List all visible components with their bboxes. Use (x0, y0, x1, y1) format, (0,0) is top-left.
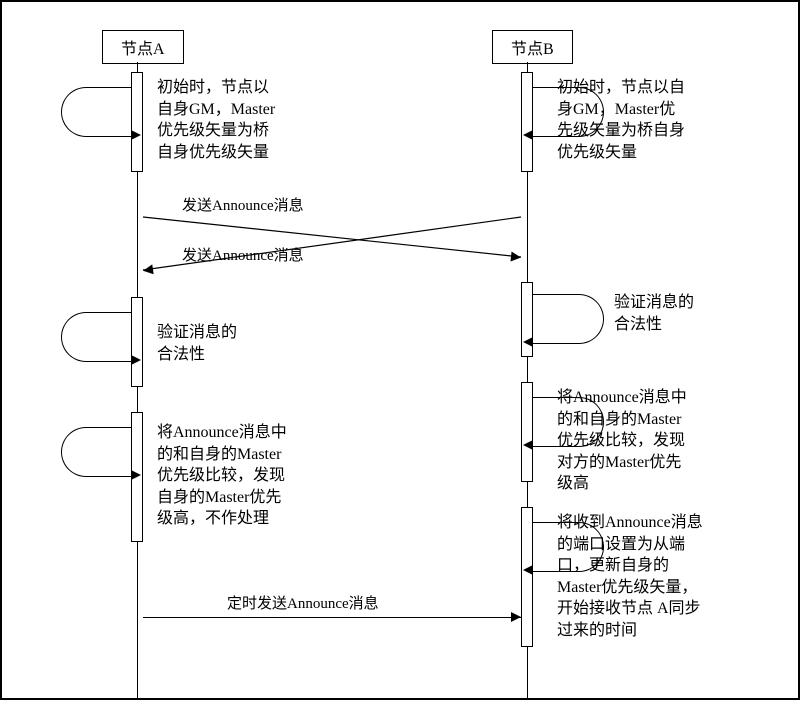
msg3-arrow (511, 612, 521, 622)
activation-b-compare (521, 382, 533, 482)
activation-a-verify (131, 297, 143, 387)
sequence-diagram: 节点A 节点B 初始时，节点以 自身GM，Master 优先级矢量为桥 自身优先… (0, 0, 800, 700)
msg3-line (143, 617, 521, 618)
msg3-label: 定时发送Announce消息 (227, 592, 379, 613)
header-node-b: 节点B (492, 30, 573, 64)
arrow-a-compare-return (131, 470, 141, 480)
note-b-verify: 验证消息的 合法性 (614, 292, 694, 335)
arrow-b-compare-return (523, 440, 533, 450)
msg1-label: 发送Announce消息 (182, 194, 304, 215)
selfloop-b-verify (533, 294, 604, 344)
arrow-b-init-return (523, 130, 533, 140)
arrow-b-verify-return (523, 337, 533, 347)
selfloop-a-init (61, 87, 132, 137)
note-a-init: 初始时，节点以 自身GM，Master 优先级矢量为桥 自身优先级矢量 (157, 77, 275, 163)
activation-b-init (521, 72, 533, 172)
note-a-compare: 将Announce消息中 的和自身的Master 优先级比较，发现 自身的Mas… (157, 422, 287, 530)
arrow-a-verify-return (131, 355, 141, 365)
msg1-arrow (511, 252, 522, 263)
activation-b-update (521, 507, 533, 647)
arrow-a-init-return (131, 130, 141, 140)
arrow-b-update-return (523, 565, 533, 575)
note-a-verify: 验证消息的 合法性 (157, 322, 237, 365)
note-b-compare: 将Announce消息中 的和自身的Master 优先级比较，发现 对方的Mas… (557, 387, 687, 495)
activation-a-init (131, 72, 143, 172)
selfloop-a-compare (61, 427, 132, 477)
note-b-update: 将收到Announce消息 的端口设置为从端 口，更新自身的 Master优先级… (557, 512, 703, 642)
selfloop-a-verify (61, 312, 132, 362)
msg2-label: 发送Announce消息 (182, 244, 304, 265)
msg2-arrow (142, 264, 153, 275)
note-b-init: 初始时，节点以自 身GM，Master优 先级矢量为桥自身 优先级矢量 (557, 77, 685, 163)
header-node-a: 节点A (102, 30, 184, 64)
